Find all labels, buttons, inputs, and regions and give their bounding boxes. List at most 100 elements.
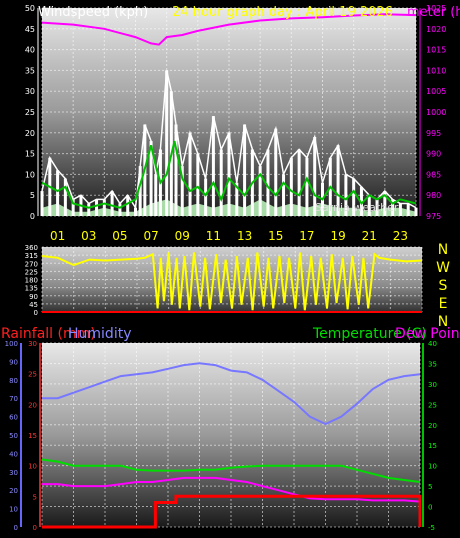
wind-tick-label: 15 <box>25 150 35 159</box>
humidity-tick-label: 20 <box>9 487 18 495</box>
temperature-tick-label: 25 <box>428 401 437 409</box>
humidity-tick-label: 50 <box>9 432 18 440</box>
hour-tick-label: 03 <box>81 229 96 243</box>
humidity-tick-label: 60 <box>9 414 18 422</box>
direction-tick-label: 90 <box>29 293 38 301</box>
hour-tick-label: 19 <box>330 229 345 243</box>
dew-point-line <box>42 476 421 503</box>
direction-series <box>41 252 423 313</box>
rain-tick-label: 5 <box>33 493 37 501</box>
rain-axis: 0 5 10 15 20 25 30 <box>28 340 41 532</box>
wind-tick-label: 50 <box>25 4 35 13</box>
barometer-tick-label: 985 <box>426 170 441 179</box>
humidity-label: Humidity <box>68 326 131 342</box>
direction-tick-label: 360 <box>25 244 38 252</box>
wind-direction-line <box>41 252 423 311</box>
direction-tick-label: 180 <box>25 277 38 285</box>
graph-title: 24 hour graph day : April 19 2026 <box>172 5 393 20</box>
humidity-tick-label: 40 <box>9 450 18 458</box>
wind-tick-label: 45 <box>25 25 35 34</box>
hour-tick-label: 15 <box>268 229 283 243</box>
barometer-tick-label: 1020 <box>426 25 446 34</box>
barometer-tick-label: 1005 <box>426 87 446 96</box>
rain-line <box>42 494 422 529</box>
barometer-tick-label: 990 <box>426 150 441 159</box>
humidity-tick-label: 0 <box>14 524 18 532</box>
humidity-line <box>42 362 421 426</box>
wind-average-line <box>41 140 417 209</box>
temperature-tick-label: 5 <box>428 483 432 491</box>
hour-tick-label: 09 <box>175 229 190 243</box>
direction-tick-label: 270 <box>25 260 38 268</box>
humidity-tick-label: 90 <box>9 358 18 366</box>
barometer-line <box>41 13 417 46</box>
hour-tick-label: 13 <box>237 229 252 243</box>
barometer-axis-title: meter (h <box>407 5 460 20</box>
wind-right-axis: 975 980 985 990 995 1000 1005 1010 1015 1020 1025 <box>419 4 446 221</box>
barometer-tick-label: 1015 <box>426 46 446 55</box>
barometer-tick-label: 995 <box>426 129 441 138</box>
rain-tick-label: 10 <box>28 463 37 471</box>
direction-tick-label: 0 <box>34 309 38 317</box>
wind-speed-line <box>41 70 417 210</box>
hour-tick-label: 07 <box>143 229 158 243</box>
humidity-tick-label: 70 <box>9 395 18 403</box>
wind-series <box>40 13 418 216</box>
hour-tick-label: 21 <box>362 229 377 243</box>
temperature-line <box>41 458 421 483</box>
barometer-tick-label: 975 <box>426 212 441 221</box>
compass-letter: N <box>438 314 448 330</box>
wind-tick-label: 30 <box>25 87 35 96</box>
temperature-tick-label: 35 <box>428 360 437 368</box>
humidity-tick-label: 10 <box>9 506 18 514</box>
temperature-tick-label: 30 <box>428 381 437 389</box>
rainfall-label: Rainfall (mm) <box>1 326 96 342</box>
direction-tick-label: 135 <box>25 285 38 293</box>
hour-tick-label: 17 <box>299 229 314 243</box>
rain-tick-label: 25 <box>28 371 37 379</box>
wind-tick-label: 40 <box>25 46 35 55</box>
direction-tick-label: 45 <box>29 301 38 309</box>
hour-tick-label: 01 <box>50 229 65 243</box>
wind-tick-label: 0 <box>30 212 35 221</box>
barometer-tick-label: 980 <box>426 191 441 200</box>
temperature-tick-label: 15 <box>428 442 437 450</box>
direction-tick-label: 315 <box>25 252 38 260</box>
temperature-tick-label: 20 <box>428 422 437 430</box>
humidity-tick-label: 100 <box>5 340 18 348</box>
wind-x-axis: 01 03 05 07 09 11 13 15 17 19 21 23 <box>50 229 408 243</box>
climate-grid <box>41 342 421 528</box>
wind-tick-label: 5 <box>30 191 35 200</box>
compass-letter: N <box>438 242 448 258</box>
barometer-tick-label: 1025 <box>426 4 446 13</box>
compass-letter: W <box>436 260 450 276</box>
hour-tick-label: 23 <box>393 229 408 243</box>
barometer-tick-label: 1010 <box>426 66 446 75</box>
hour-tick-label: 11 <box>206 229 221 243</box>
climate-series <box>41 362 422 529</box>
wind-tick-label: 35 <box>25 66 35 75</box>
humidity-tick-label: 30 <box>9 469 18 477</box>
rain-tick-label: 30 <box>28 340 37 348</box>
rain-tick-label: 20 <box>28 401 37 409</box>
temperature-axis: -5 0 5 10 15 20 25 30 35 40 <box>422 340 437 532</box>
wind-tick-label: 25 <box>25 108 35 117</box>
direction-tick-label: 225 <box>25 268 38 276</box>
humidity-tick-label: 80 <box>9 377 18 385</box>
humidity-axis: 0 10 20 30 40 50 60 70 80 90 100 <box>5 340 22 532</box>
wind-tick-label: 20 <box>25 129 35 138</box>
temperature-label: Temperature (C) <box>312 326 427 342</box>
hour-tick-label: 05 <box>112 229 127 243</box>
rain-tick-label: 15 <box>28 432 37 440</box>
barometer-tick-label: 1000 <box>426 108 446 117</box>
wind-left-axis: 0 5 10 15 20 25 30 35 40 45 50 <box>25 4 39 221</box>
wind-axis-title: Windspeed (kph) <box>38 5 148 20</box>
wind-tick-label: 10 <box>25 170 35 179</box>
temperature-tick-label: 40 <box>428 340 437 348</box>
temperature-tick-label: 10 <box>428 463 437 471</box>
compass-letter: S <box>439 278 448 294</box>
temperature-tick-label: 0 <box>428 504 432 512</box>
